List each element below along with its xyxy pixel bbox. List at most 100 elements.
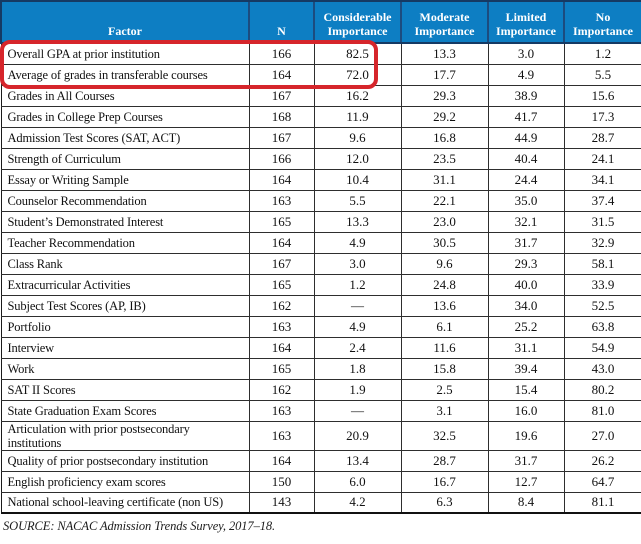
no-importance-cell: 34.1 — [563, 168, 641, 191]
table-row: English proficiency exam scores 150 6.0 … — [0, 470, 641, 493]
moderate-importance-cell: 13.6 — [400, 294, 489, 317]
factor-cell: Quality of prior postsecondary instituti… — [0, 449, 250, 472]
considerable-importance-cell: 16.2 — [313, 84, 402, 107]
considerable-importance-cell: 20.9 — [313, 420, 402, 451]
factor-cell: Essay or Writing Sample — [0, 168, 250, 191]
n-cell: 166 — [248, 42, 315, 65]
considerable-importance-cell: 5.5 — [313, 189, 402, 212]
table-row: Interview 164 2.4 11.6 31.1 54.9 — [0, 336, 641, 359]
no-importance-cell: 37.4 — [563, 189, 641, 212]
no-importance-cell: 1.2 — [563, 42, 641, 65]
n-cell: 167 — [248, 84, 315, 107]
n-cell: 167 — [248, 252, 315, 275]
considerable-importance-cell: — — [313, 399, 402, 422]
table-row: Counselor Recommendation 163 5.5 22.1 35… — [0, 189, 641, 212]
no-importance-cell: 26.2 — [563, 449, 641, 472]
limited-importance-cell: 34.0 — [487, 294, 565, 317]
header-n: N — [248, 0, 314, 44]
considerable-importance-cell: 2.4 — [313, 336, 402, 359]
table-row: Admission Test Scores (SAT, ACT) 167 9.6… — [0, 126, 641, 149]
limited-importance-cell: 38.9 — [487, 84, 565, 107]
considerable-importance-cell: 4.9 — [313, 231, 402, 254]
header-no-importance: No Importance — [563, 0, 641, 44]
factor-cell: Grades in College Prep Courses — [0, 105, 250, 128]
no-importance-cell: 63.8 — [563, 315, 641, 338]
factor-cell: SAT II Scores — [0, 378, 250, 401]
moderate-importance-cell: 30.5 — [400, 231, 489, 254]
table-row: Average of grades in transferable course… — [0, 63, 641, 86]
table-row: Teacher Recommendation 164 4.9 30.5 31.7… — [0, 231, 641, 254]
table-row: Class Rank 167 3.0 9.6 29.3 58.1 — [0, 252, 641, 275]
n-cell: 162 — [248, 294, 315, 317]
limited-importance-cell: 41.7 — [487, 105, 565, 128]
table-row: Grades in College Prep Courses 168 11.9 … — [0, 105, 641, 128]
no-importance-cell: 17.3 — [563, 105, 641, 128]
n-cell: 164 — [248, 336, 315, 359]
factor-cell: Portfolio — [0, 315, 250, 338]
no-importance-cell: 5.5 — [563, 63, 641, 86]
no-importance-cell: 43.0 — [563, 357, 641, 380]
table-row: Extracurricular Activities 165 1.2 24.8 … — [0, 273, 641, 296]
n-cell: 167 — [248, 126, 315, 149]
considerable-importance-cell: 3.0 — [313, 252, 402, 275]
n-cell: 165 — [248, 273, 315, 296]
table-row: Subject Test Scores (AP, IB) 162 — 13.6 … — [0, 294, 641, 317]
factor-cell: Overall GPA at prior institution — [0, 42, 250, 65]
moderate-importance-cell: 6.1 — [400, 315, 489, 338]
moderate-importance-cell: 9.6 — [400, 252, 489, 275]
moderate-importance-cell: 13.3 — [400, 42, 489, 65]
n-cell: 163 — [248, 315, 315, 338]
moderate-importance-cell: 17.7 — [400, 63, 489, 86]
factor-cell: Counselor Recommendation — [0, 189, 250, 212]
limited-importance-cell: 31.7 — [487, 449, 565, 472]
moderate-importance-cell: 29.2 — [400, 105, 489, 128]
considerable-importance-cell: 11.9 — [313, 105, 402, 128]
no-importance-cell: 33.9 — [563, 273, 641, 296]
no-importance-cell: 32.9 — [563, 231, 641, 254]
factor-cell: Average of grades in transferable course… — [0, 63, 250, 86]
limited-importance-cell: 31.1 — [487, 336, 565, 359]
limited-importance-cell: 31.7 — [487, 231, 565, 254]
table-row: Articulation with prior postsecondary in… — [0, 420, 641, 451]
factor-cell: Teacher Recommendation — [0, 231, 250, 254]
no-importance-cell: 80.2 — [563, 378, 641, 401]
considerable-importance-cell: 1.9 — [313, 378, 402, 401]
moderate-importance-cell: 23.5 — [400, 147, 489, 170]
moderate-importance-cell: 31.1 — [400, 168, 489, 191]
moderate-importance-cell: 32.5 — [400, 420, 489, 451]
table-row: Grades in All Courses 167 16.2 29.3 38.9… — [0, 84, 641, 107]
limited-importance-cell: 16.0 — [487, 399, 565, 422]
factor-cell: Interview — [0, 336, 250, 359]
table-row: State Graduation Exam Scores 163 — 3.1 1… — [0, 399, 641, 422]
moderate-importance-cell: 16.7 — [400, 470, 489, 493]
moderate-importance-cell: 15.8 — [400, 357, 489, 380]
no-importance-cell: 24.1 — [563, 147, 641, 170]
no-importance-cell: 28.7 — [563, 126, 641, 149]
n-cell: 163 — [248, 189, 315, 212]
factor-cell: Student’s Demonstrated Interest — [0, 210, 250, 233]
limited-importance-cell: 24.4 — [487, 168, 565, 191]
no-importance-cell: 64.7 — [563, 470, 641, 493]
no-importance-cell: 58.1 — [563, 252, 641, 275]
factor-cell: Subject Test Scores (AP, IB) — [0, 294, 250, 317]
limited-importance-cell: 25.2 — [487, 315, 565, 338]
limited-importance-cell: 35.0 — [487, 189, 565, 212]
n-cell: 164 — [248, 231, 315, 254]
no-importance-cell: 54.9 — [563, 336, 641, 359]
moderate-importance-cell: 24.8 — [400, 273, 489, 296]
n-cell: 163 — [248, 420, 315, 451]
considerable-importance-cell: 9.6 — [313, 126, 402, 149]
limited-importance-cell: 39.4 — [487, 357, 565, 380]
no-importance-cell: 15.6 — [563, 84, 641, 107]
limited-importance-cell: 3.0 — [487, 42, 565, 65]
considerable-importance-cell: — — [313, 294, 402, 317]
no-importance-cell: 31.5 — [563, 210, 641, 233]
n-cell: 143 — [248, 491, 315, 514]
n-cell: 164 — [248, 168, 315, 191]
limited-importance-cell: 15.4 — [487, 378, 565, 401]
considerable-importance-cell: 1.8 — [313, 357, 402, 380]
table-body: Overall GPA at prior institution 166 82.… — [0, 42, 641, 514]
factor-cell: Articulation with prior postsecondary in… — [0, 420, 250, 451]
factor-cell: Work — [0, 357, 250, 380]
header-factor: Factor — [0, 0, 249, 44]
